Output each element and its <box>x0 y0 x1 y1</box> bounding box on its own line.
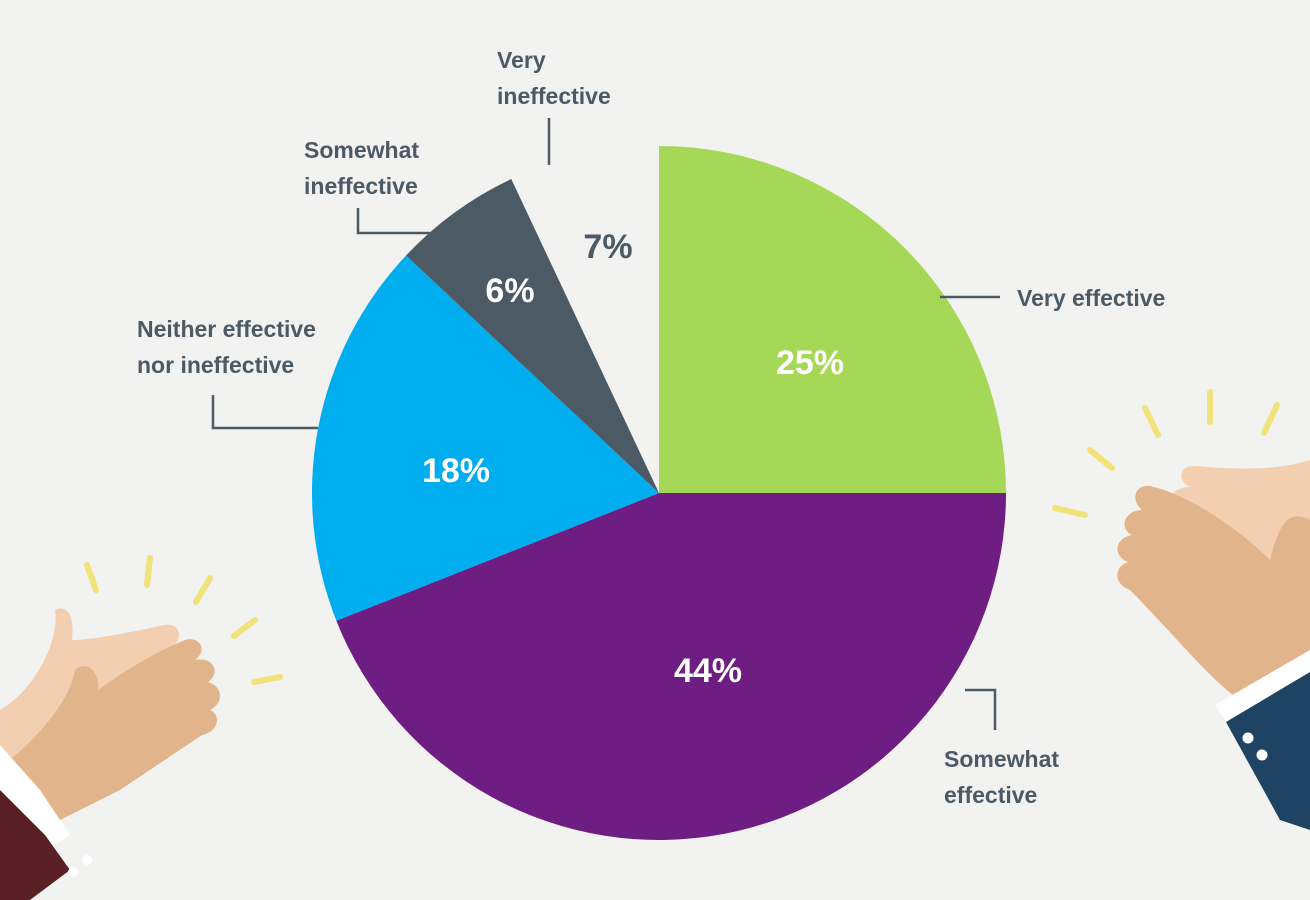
sparkle-lines-left <box>84 555 283 685</box>
category-labels: Very effective Somewhat effective Neither e… <box>137 47 1165 808</box>
clapping-hands-left-illustration <box>0 555 283 900</box>
leader-line-somewhat-effective <box>965 688 997 730</box>
pie-slice-somewhat-effective <box>336 493 1006 840</box>
value-label-somewhat-effective: 44% <box>674 652 742 690</box>
value-label-very-ineffective: 7% <box>583 228 632 266</box>
pie-slice-somewhat-ineffective <box>406 179 659 493</box>
value-labels: 25% 44% 18% 6% 7% <box>422 228 844 690</box>
pie-slice-neither-effective-nor-ineffective <box>312 255 659 621</box>
category-label-very-effective: Very effective <box>1017 285 1165 311</box>
leader-line-neither <box>211 395 318 430</box>
left-hands <box>0 608 220 900</box>
leader-lines <box>211 118 1000 730</box>
value-label-very-effective: 25% <box>776 344 844 382</box>
pie-slice-very-effective <box>659 146 1006 493</box>
sparkle-lines-right <box>1052 389 1280 518</box>
category-label-somewhat-effective: Somewhat effective <box>944 746 1059 808</box>
category-label-somewhat-ineffective: Somewhat ineffective <box>304 137 419 199</box>
pie-slices <box>312 146 1006 840</box>
leader-line-somewhat-ineffective <box>356 208 430 235</box>
category-label-neither-effective-nor-ineffective: Neither effective nor ineffective <box>137 316 316 378</box>
value-label-somewhat-ineffective: 6% <box>485 272 534 310</box>
category-label-very-ineffective: Very ineffective <box>497 47 611 109</box>
clapping-hands-right-illustration <box>1052 389 1310 830</box>
value-label-neither-effective-nor-ineffective: 18% <box>422 452 490 490</box>
right-hands <box>1117 460 1310 830</box>
